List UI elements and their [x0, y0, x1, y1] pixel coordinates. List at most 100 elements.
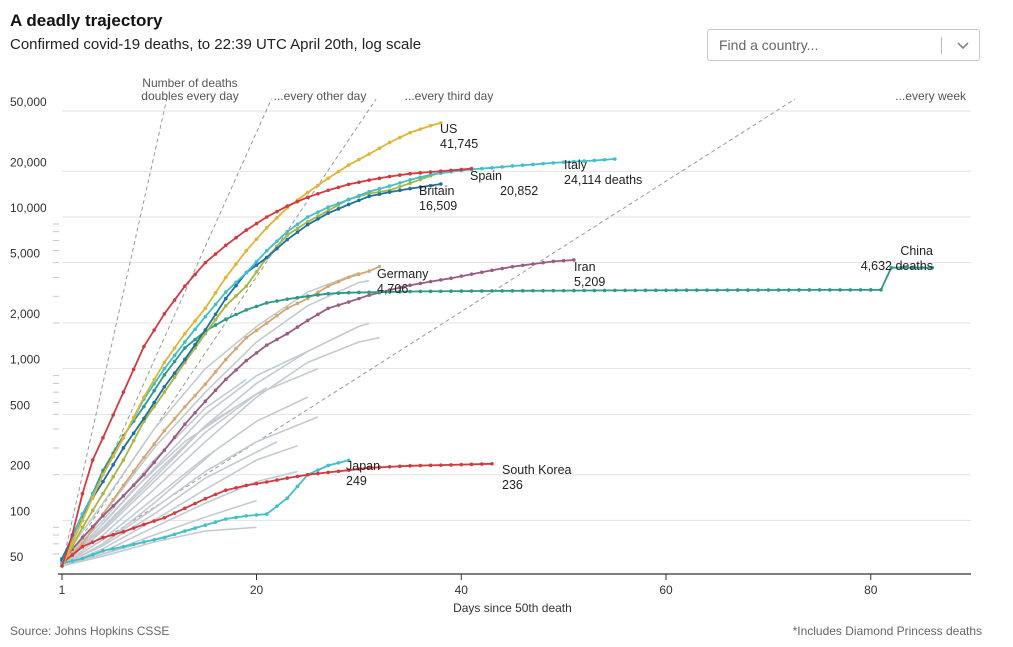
chevron-down-icon[interactable]: [954, 37, 972, 54]
country-line: [61, 336, 380, 567]
data-point: [275, 209, 279, 214]
value-japan: 249: [346, 474, 367, 488]
data-point: [234, 368, 238, 372]
data-point: [336, 169, 341, 174]
other-countries: [61, 271, 380, 567]
data-point: [408, 171, 412, 176]
label-spain: Spain: [470, 169, 502, 183]
data-point: [111, 532, 115, 537]
data-point: [224, 357, 228, 362]
data-point: [326, 188, 330, 193]
data-point: [285, 297, 290, 301]
data-point: [367, 290, 371, 295]
y-tick-label: 50,000: [10, 95, 47, 109]
y-tick-label: 200: [10, 459, 30, 473]
footnote: *Includes Diamond Princess deaths: [792, 624, 982, 638]
value-china: 4,632 deaths: [861, 259, 933, 273]
data-point: [572, 288, 576, 293]
data-point: [213, 302, 218, 307]
data-point: [101, 491, 105, 496]
data-point: [531, 288, 535, 293]
data-point: [285, 331, 290, 336]
series-line: [61, 266, 933, 559]
data-point: [172, 416, 177, 421]
country-search[interactable]: [707, 29, 980, 61]
data-point: [828, 288, 832, 292]
data-point: [336, 185, 341, 190]
data-point: [162, 384, 167, 389]
data-point: [510, 289, 515, 293]
data-point: [203, 382, 208, 387]
data-point: [131, 415, 136, 420]
data-point: [285, 306, 290, 311]
data-point: [203, 328, 208, 332]
data-point: [295, 325, 300, 329]
data-point: [510, 264, 515, 269]
data-point: [101, 436, 105, 440]
data-point: [224, 517, 228, 521]
data-point: [172, 359, 177, 364]
y-tick-label: 1,000: [10, 353, 40, 367]
data-point: [438, 289, 443, 294]
data-point: [613, 288, 617, 293]
data-point: [438, 278, 443, 282]
data-point: [224, 317, 228, 321]
data-point: [70, 533, 75, 537]
data-point: [500, 165, 505, 169]
country-line: [61, 445, 298, 567]
data-point: [398, 289, 402, 294]
data-point: [244, 358, 249, 363]
data-point: [377, 192, 382, 196]
data-point: [438, 169, 443, 173]
data-point: [438, 463, 443, 467]
data-point: [715, 288, 719, 292]
data-point: [213, 323, 218, 327]
data-point: [162, 366, 167, 371]
data-point: [418, 289, 423, 294]
data-point: [131, 483, 136, 488]
data-point: [858, 288, 863, 292]
data-point: [408, 289, 412, 294]
value-britain: 16,509: [419, 199, 457, 213]
data-point: [264, 321, 269, 325]
data-point: [490, 289, 494, 293]
data-point: [664, 288, 668, 293]
data-point: [479, 462, 484, 466]
data-point: [746, 288, 750, 292]
data-point: [469, 462, 474, 467]
data-point: [193, 319, 197, 323]
data-point: [357, 193, 361, 198]
data-point: [193, 342, 197, 347]
data-point: [275, 299, 279, 303]
data-point: [756, 288, 760, 292]
data-point: [705, 288, 709, 292]
data-point: [111, 546, 115, 551]
label-iran: Iran: [574, 260, 596, 274]
data-point: [121, 483, 126, 488]
data-point: [183, 340, 187, 344]
series-italy: [60, 157, 617, 566]
data-point: [213, 370, 218, 374]
country-search-input[interactable]: [708, 30, 939, 60]
data-point: [295, 199, 300, 204]
data-point: [111, 497, 115, 502]
data-point: [367, 178, 371, 182]
data-point: [428, 172, 433, 177]
data-point: [418, 281, 423, 286]
data-point: [254, 263, 259, 267]
data-point: [449, 289, 453, 293]
data-point: [561, 258, 566, 263]
data-point: [326, 463, 330, 468]
data-point: [234, 280, 238, 285]
data-point: [131, 469, 136, 474]
data-point: [213, 317, 218, 322]
data-point: [316, 214, 320, 219]
data-point: [234, 486, 238, 490]
data-point: [377, 264, 382, 269]
data-point: [889, 265, 894, 270]
country-line: [61, 322, 370, 567]
data-point: [346, 163, 351, 167]
data-point: [172, 435, 177, 440]
data-point: [336, 279, 341, 284]
